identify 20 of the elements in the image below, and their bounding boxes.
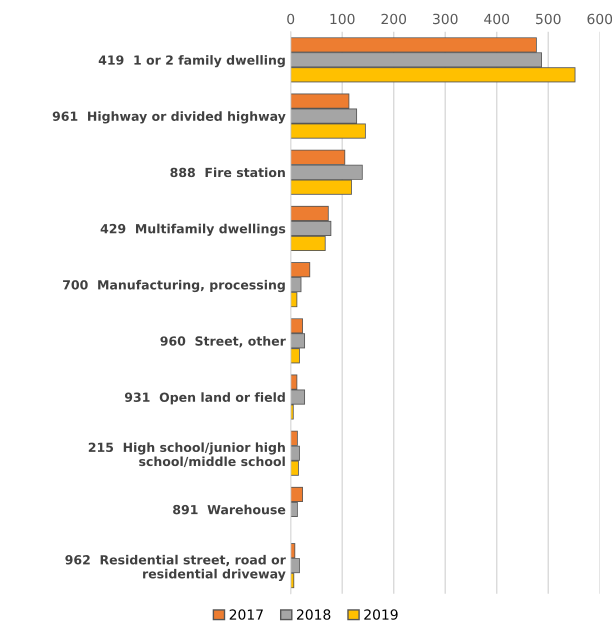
y-tick-label: 215 High school/junior high school/middle school bbox=[88, 442, 285, 468]
y-tick-label: 962 Residential street, road or residential driveway bbox=[65, 554, 286, 582]
y-tick-label: 960 Street, other bbox=[160, 336, 286, 348]
y-tick-label: 931 Open land or field bbox=[124, 392, 285, 404]
x-tick-label: 500 bbox=[536, 14, 561, 24]
x-tick-label: 400 bbox=[484, 14, 510, 24]
y-tick-label: 700 Manufacturing, processing bbox=[63, 280, 285, 292]
legend-label: 2019 bbox=[364, 609, 398, 620]
legend-label: 2017 bbox=[230, 609, 263, 620]
y-tick-label: 419 1 or 2 family dwelling bbox=[98, 55, 285, 68]
y-tick-label: 888 Fire station bbox=[170, 167, 285, 178]
x-tick-label: 0 bbox=[287, 14, 294, 24]
x-tick-label: 200 bbox=[381, 14, 406, 24]
x-tick-label: 100 bbox=[330, 14, 355, 24]
y-tick-label: 429 Multifamily dwellings bbox=[100, 224, 286, 236]
x-tick-label: 600 bbox=[587, 14, 612, 24]
y-tick-label: 891 Warehouse bbox=[173, 504, 286, 514]
x-tick-label: 300 bbox=[433, 14, 458, 24]
legend-label: 2018 bbox=[296, 609, 330, 620]
y-tick-label: 961 Highway or divided highway bbox=[52, 111, 286, 124]
